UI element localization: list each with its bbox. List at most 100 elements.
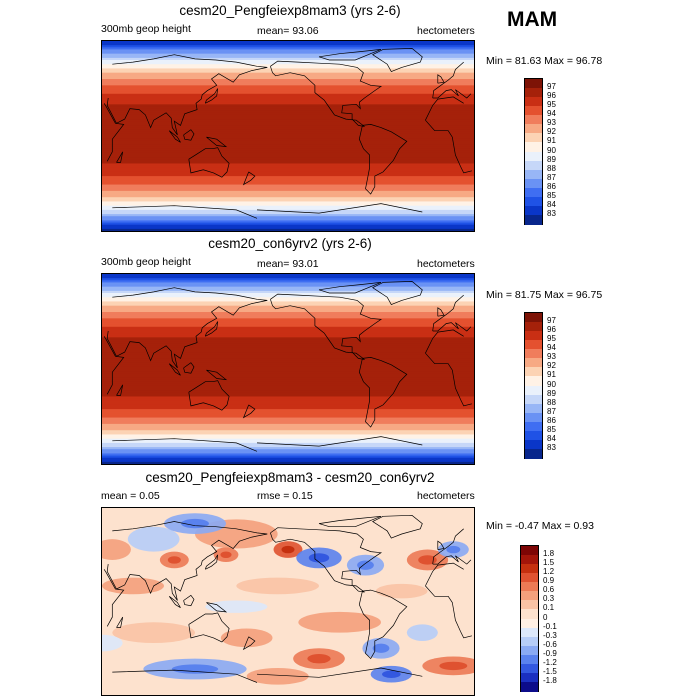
band-lat--10 — [102, 146, 474, 150]
anomaly-core-5 — [418, 555, 437, 565]
colorbar-tick-label: 0.6 — [543, 585, 555, 595]
colorbar-cell — [525, 88, 542, 98]
band-lat--68 — [102, 440, 474, 444]
panel-3-minmax: Min = -0.47 Max = 0.93 — [486, 520, 594, 532]
panel-2-map — [101, 273, 475, 465]
colorbar-cell — [525, 133, 542, 143]
band-lat--56 — [102, 195, 474, 198]
colorbar-cell — [525, 214, 542, 225]
band-lat--30 — [102, 167, 474, 171]
colorbar-cell — [521, 618, 538, 629]
band-lat--68 — [102, 207, 474, 211]
band-lat-74 — [102, 57, 474, 61]
colorbar-tick-label: 1.8 — [543, 549, 555, 559]
anomaly-17 — [220, 628, 273, 648]
band-lat-48 — [102, 318, 474, 322]
colorbar-tick-label: -0.9 — [543, 648, 557, 658]
panel-3-units: hectometers — [417, 490, 475, 502]
band-lat--16 — [102, 385, 474, 389]
coastline-africa — [103, 329, 472, 407]
band-lat--56 — [102, 428, 474, 431]
band-lat--42 — [102, 180, 474, 184]
band-lat-10 — [102, 358, 474, 362]
colorbar-tick-label: 96 — [547, 91, 556, 101]
band-lat-2 — [102, 366, 474, 370]
anomaly-25 — [406, 624, 438, 641]
colorbar-cell — [525, 142, 542, 152]
colorbar-tick-label: -0.1 — [543, 621, 557, 631]
band-lat-78 — [102, 286, 474, 290]
band-lat-84 — [102, 280, 474, 284]
band-lat--20 — [102, 390, 474, 393]
colorbar-tick-label: 0.1 — [543, 603, 555, 613]
band-lat--78 — [102, 218, 474, 222]
colorbar-cell — [525, 160, 542, 171]
colorbar-tick-label: -1.2 — [543, 657, 557, 667]
coastlines — [103, 514, 472, 683]
band-lat-48 — [102, 85, 474, 89]
colorbar-tick-label: 97 — [547, 316, 556, 326]
coastline-eurasia — [106, 521, 472, 601]
colorbar-cell — [525, 349, 542, 359]
coastline-japan — [204, 321, 219, 337]
band-lat--58 — [102, 430, 474, 433]
band-lat--34 — [102, 404, 474, 408]
band-lat--74 — [102, 214, 474, 217]
panel-3-mean: mean = 0.05 — [101, 490, 160, 502]
colorbar-cell — [525, 115, 542, 125]
band-lat--8 — [102, 377, 474, 381]
colorbar-cell — [521, 663, 538, 674]
band-lat-42 — [102, 91, 474, 95]
panel-2-minmax: Min = 81.75 Max = 96.75 — [486, 289, 603, 301]
band-lat--32 — [102, 169, 474, 173]
coastline-madagascar — [116, 616, 124, 628]
band-lat-10 — [102, 125, 474, 129]
panel-1-colorbar — [524, 78, 543, 225]
band-lat--76 — [102, 216, 474, 219]
colorbar-tick-label: -1.5 — [543, 666, 557, 676]
panel-3-rmse: rmse = 0.15 — [257, 490, 313, 502]
colorbar-cell — [521, 627, 538, 638]
band-lat-34 — [102, 333, 474, 336]
band-lat-54 — [102, 79, 474, 82]
coastline-new-zealand — [242, 404, 256, 419]
band-lat--60 — [102, 199, 474, 203]
band-lat--88 — [102, 461, 474, 464]
colorbar-cell — [525, 313, 542, 323]
panel-1-title: cesm20_Pengfeiexp8mam3 (yrs 2-6) — [179, 3, 401, 18]
colorbar-cell — [525, 394, 542, 405]
coastline-japan — [204, 554, 219, 570]
colorbar-cell — [525, 412, 542, 423]
colorbar-cell — [525, 178, 542, 189]
band-lat--78 — [102, 451, 474, 455]
band-lat-86 — [102, 278, 474, 281]
colorbar-tick-label: 83 — [547, 442, 556, 452]
band-lat-56 — [102, 309, 474, 313]
band-lat--72 — [102, 212, 474, 215]
band-lat-66 — [102, 299, 474, 303]
season-label: MAM — [507, 8, 558, 31]
colorbar-cell — [521, 564, 538, 574]
colorbar-cell — [525, 205, 542, 216]
colorbar-cell — [525, 358, 542, 368]
colorbar-cell — [525, 385, 542, 396]
band-lat--28 — [102, 165, 474, 169]
band-lat-20 — [102, 114, 474, 118]
band-lat-58 — [102, 74, 474, 78]
panel-1-units: hectometers — [417, 25, 475, 37]
band-lat-52 — [102, 81, 474, 84]
band-lat-46 — [102, 87, 474, 91]
band-lat-40 — [102, 326, 474, 330]
band-lat-2 — [102, 133, 474, 137]
band-lat-68 — [102, 297, 474, 300]
coastline-new-guinea — [206, 369, 228, 381]
colorbar-cell — [525, 439, 542, 450]
band-lat-22 — [102, 112, 474, 116]
anomaly-core-4 — [357, 560, 374, 570]
band-lat-32 — [102, 335, 474, 338]
colorbar-cell — [525, 430, 542, 441]
band-lat-76 — [102, 288, 474, 292]
band-lat-68 — [102, 64, 474, 67]
band-lat-18 — [102, 117, 474, 120]
band-lat-16 — [102, 352, 474, 355]
